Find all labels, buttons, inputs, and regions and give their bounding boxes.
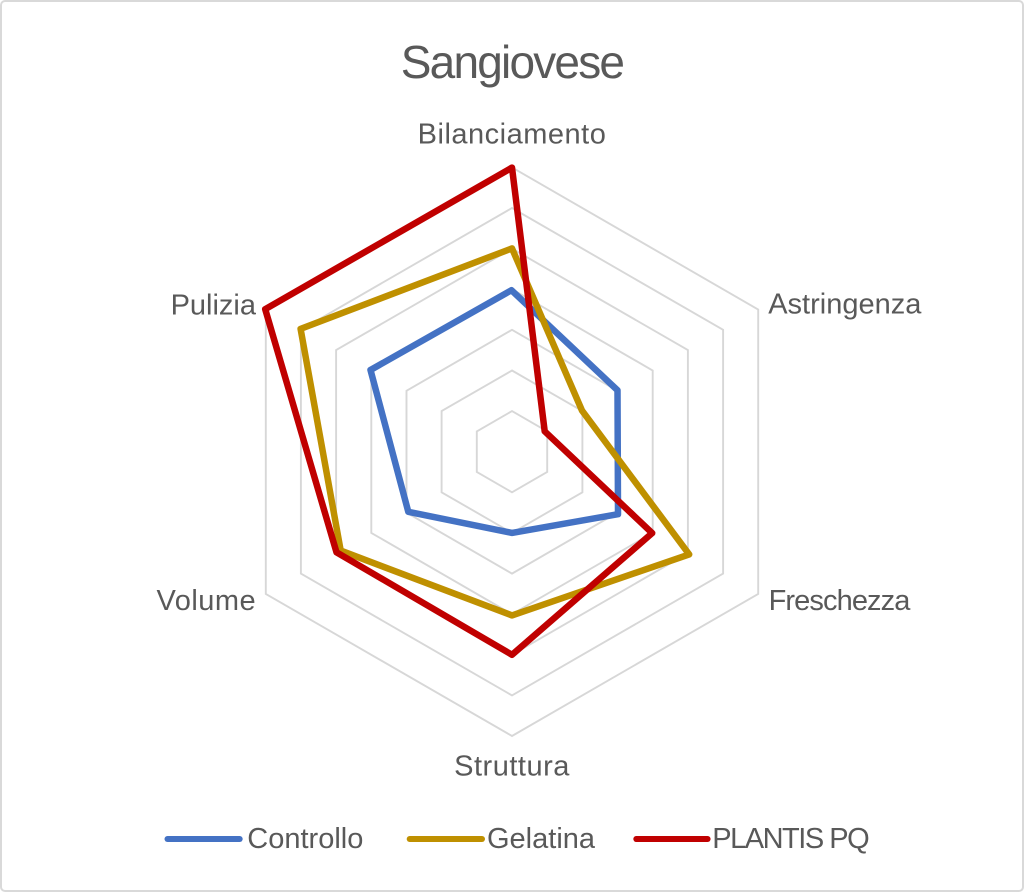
svg-text:Sangiovese: Sangiovese: [401, 36, 624, 88]
svg-text:Controllo: Controllo: [247, 823, 363, 855]
svg-text:Struttura: Struttura: [454, 751, 570, 783]
svg-text:PLANTIS PQ: PLANTIS PQ: [712, 823, 869, 855]
svg-text:Gelatina: Gelatina: [487, 823, 596, 855]
svg-text:Bilanciamento: Bilanciamento: [418, 119, 607, 151]
svg-text:Freschezza: Freschezza: [769, 585, 912, 617]
svg-text:Pulizia: Pulizia: [171, 290, 257, 322]
svg-text:Volume: Volume: [156, 585, 256, 617]
svg-text:Astringenza: Astringenza: [768, 289, 922, 321]
